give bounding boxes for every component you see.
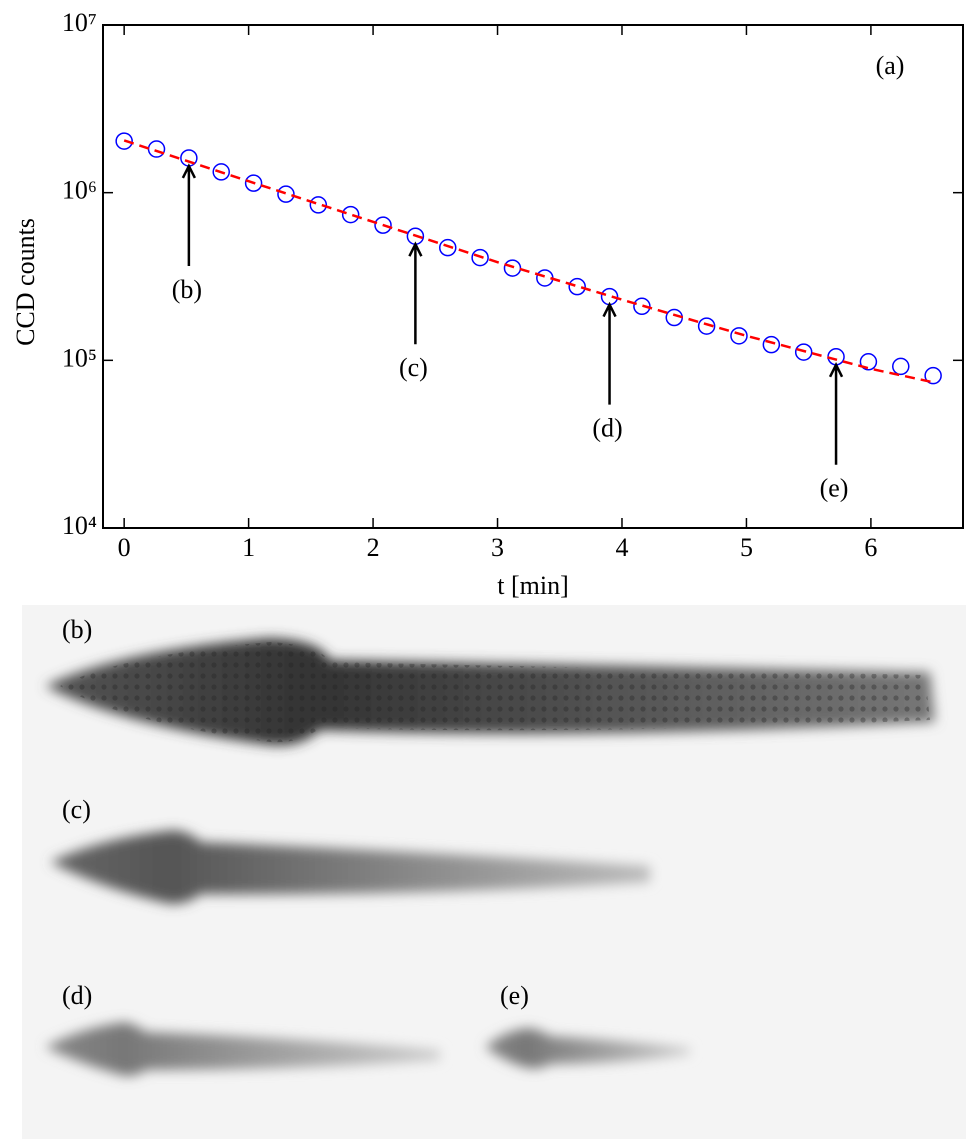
x-tick-label: 2: [367, 533, 380, 562]
annotation-arrow: [408, 241, 423, 345]
data-point: [730, 327, 748, 345]
annotation-label: (c): [399, 353, 428, 382]
data-point: [924, 366, 942, 385]
data-point: [633, 297, 651, 316]
x-tick-label: 3: [491, 533, 504, 562]
ion-crystal-e: [485, 1028, 690, 1069]
annotation-arrow: [828, 361, 844, 465]
image-label: (b): [62, 615, 92, 644]
x-tick-label: 1: [242, 533, 255, 562]
data-point: [794, 343, 813, 361]
y-tick-label: 10⁶: [62, 176, 97, 205]
data-point: [212, 163, 230, 181]
data-point: [568, 277, 586, 296]
panel-label: (a): [876, 51, 905, 80]
annotation-arrow: [181, 163, 196, 266]
y-tick-label: 10⁷: [62, 8, 97, 37]
x-tick-label: 5: [740, 533, 753, 562]
data-point: [277, 185, 295, 203]
data-point: [762, 335, 781, 354]
x-tick-label: 0: [118, 533, 131, 562]
data-point: [471, 248, 489, 267]
image-label: (c): [62, 795, 91, 824]
data-point: [341, 205, 360, 224]
ion-crystal-d: [45, 1022, 440, 1076]
ion-crystal-c: [50, 830, 650, 904]
data-point: [503, 259, 522, 277]
y-tick-label: 10⁴: [62, 511, 97, 540]
annotation-label: (d): [592, 414, 622, 443]
annotation-arrow: [602, 301, 617, 405]
data-point: [438, 238, 457, 257]
y-axis-label: CCD counts: [11, 218, 40, 346]
data-point: [374, 216, 392, 234]
data-point: [309, 196, 328, 214]
annotation-label: (e): [820, 474, 849, 503]
micrographs: (b) (c) (d) (e): [22, 605, 966, 1139]
x-tick-label: 6: [864, 533, 877, 562]
ion-lattice-b: [60, 642, 930, 743]
data-point: [147, 140, 166, 158]
plot-area: [102, 24, 964, 529]
image-label: (d): [62, 981, 92, 1010]
data-point: [697, 317, 716, 335]
fit-line: [123, 139, 934, 384]
x-tick-label: 4: [615, 533, 628, 562]
image-label: (e): [500, 981, 529, 1010]
data-point: [859, 353, 878, 371]
data-point: [244, 174, 263, 192]
data-point: [892, 357, 910, 376]
x-axis-label: t [min]: [497, 571, 569, 600]
annotation-label: (b): [172, 275, 202, 304]
data-point: [115, 132, 133, 150]
y-tick-label: 10⁵: [62, 343, 97, 372]
data-point: [536, 269, 554, 287]
